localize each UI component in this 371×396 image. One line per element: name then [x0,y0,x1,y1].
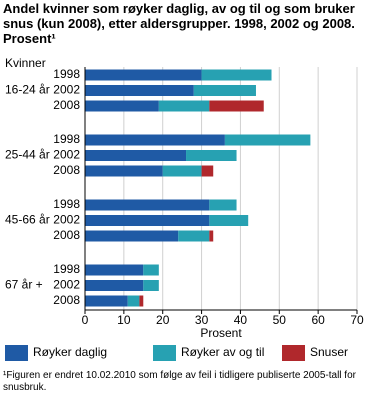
bar-segment [201,69,272,81]
group-label: 67 år + [5,278,43,292]
x-tick-label: 60 [311,313,325,327]
x-tick-label: 70 [350,313,364,327]
bar-segment [162,165,202,177]
y-tick-label: 2002 [53,148,80,162]
legend-swatch [5,345,28,361]
bar-segment [85,215,210,226]
chart-title: Andel kvinner som røyker daglig, av og t… [3,1,355,46]
bar-segment [85,150,187,161]
y-tick-label: 1998 [53,67,80,81]
bar-segment [209,215,249,226]
bar-segment [85,134,225,146]
x-axis-label: Prosent [200,326,242,340]
bar-segment [193,85,256,96]
bar-segment [209,230,214,242]
x-tick-label: 0 [82,313,89,327]
bar-segment [178,230,210,242]
x-tick-label: 20 [156,313,170,327]
y-tick-label: 1998 [53,132,80,146]
bar-segment [186,150,237,161]
y-tick-label: 2008 [53,163,80,177]
y-tick-label: 2002 [53,83,80,97]
bar-segment [143,280,159,291]
bar-segment [85,165,163,177]
bar-segment [85,264,144,276]
subtitle: Kvinner [5,56,46,70]
bar-segment [139,295,144,307]
y-tick-label: 2002 [53,278,80,292]
bar-segment [85,100,159,112]
group-label: 16-24 år [5,83,50,97]
bar-segment [158,100,210,112]
footnote: ¹Figuren er endret 10.02.2010 som følge … [3,370,356,393]
bar-segment [143,264,159,276]
legend-swatch [282,345,305,361]
bar-segment [85,69,202,81]
y-tick-label: 2008 [53,98,80,112]
x-tick-label: 10 [117,313,131,327]
bar-segment [85,199,210,211]
y-tick-label: 1998 [53,262,80,276]
chart: Kvinner Prosent 0 10 20 30 40 50 60 70199820022… [5,56,364,361]
bar-segment [209,199,237,211]
y-tick-label: 1998 [53,197,80,211]
x-tick-label: 40 [234,313,248,327]
group-label: 25-44 år [5,148,50,162]
x-tick-label: 50 [273,313,287,327]
x-tick-label: 30 [195,313,209,327]
bar-segment [209,100,264,112]
legend-label: Snuser [310,345,348,359]
legend-label: Røyker av og til [181,345,264,359]
y-tick-label: 2008 [53,228,80,242]
legend-label: Røyker daglig [33,345,107,359]
legend-swatch [153,345,176,361]
bar-segment [127,295,140,307]
bar-segment [85,230,179,242]
y-tick-label: 2002 [53,213,80,227]
y-tick-label: 2008 [53,293,80,307]
bar-segment [85,280,144,291]
bar-segment [85,295,128,307]
bar-segment [85,85,194,96]
bar-segment [224,134,311,146]
group-label: 45-66 år [5,213,50,227]
bar-segment [201,165,214,177]
